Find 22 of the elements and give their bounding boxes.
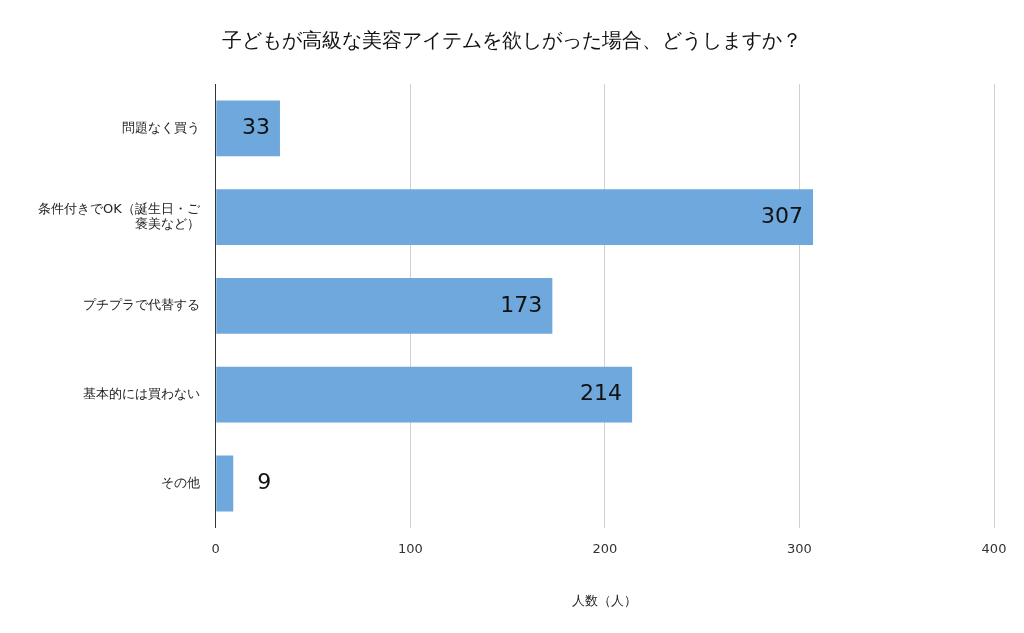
x-tick-label: 300 (787, 540, 812, 556)
x-tick-label: 400 (981, 540, 1007, 556)
bar (216, 189, 814, 246)
x-tick-label: 100 (397, 540, 423, 556)
data-label: 33 (241, 114, 270, 140)
data-label: 214 (580, 380, 623, 406)
data-label: 9 (257, 469, 272, 495)
y-tick-label: 基本的には買わない (82, 386, 200, 402)
data-label: 307 (761, 202, 804, 228)
chart-title: 子どもが高級な美容アイテムを欲しがった場合、どうしますか？ (222, 28, 802, 53)
bar (216, 100, 280, 157)
y-tick-label: プチプラで代替する (82, 297, 200, 313)
x-tick-label: 0 (211, 540, 220, 556)
y-tick-label: 問題なく買う (121, 119, 200, 135)
bar (216, 366, 633, 423)
bar (216, 455, 234, 512)
data-label: 173 (500, 291, 543, 317)
y-tick-label: その他 (160, 474, 200, 490)
x-axis-title: 人数（人） (572, 592, 638, 608)
y-tick-label: 条件付きでOK（誕生日・ご褒美など） (37, 200, 201, 232)
x-tick-label: 200 (592, 540, 618, 556)
bar (216, 277, 553, 334)
